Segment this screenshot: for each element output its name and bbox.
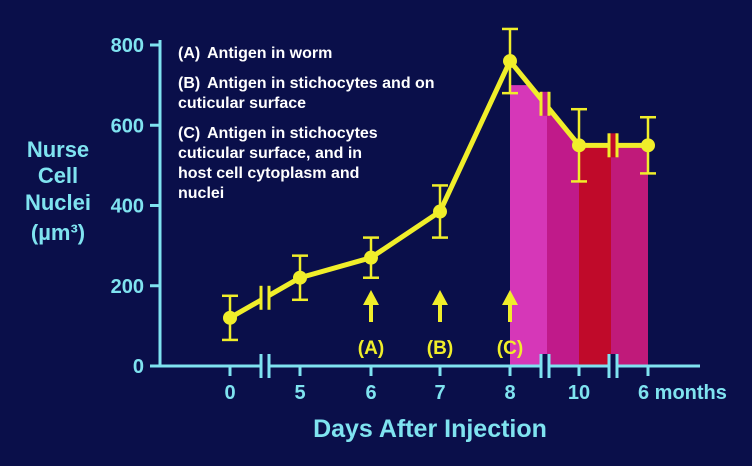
x-tick-label-7: 7 bbox=[434, 382, 445, 404]
y-tick-label-600: 600 bbox=[111, 115, 144, 137]
marker-arrowhead bbox=[502, 290, 518, 305]
x-tick-label-6: 6 bbox=[365, 382, 376, 404]
x-tick-label-6-months: 6 months bbox=[638, 382, 727, 404]
ylabel-line-1: Nurse bbox=[27, 137, 89, 162]
y-tick-label-0: 0 bbox=[133, 356, 144, 378]
x-tick-label-0: 0 bbox=[224, 382, 235, 404]
data-point-8 bbox=[503, 54, 517, 69]
y-tick-label-200: 200 bbox=[111, 276, 144, 298]
marker-label-A: (A) bbox=[358, 338, 384, 359]
legend-key-A: (A) bbox=[178, 45, 200, 62]
xlabel: Days After Injection bbox=[313, 415, 547, 443]
ylabel-line-3: Nuclei bbox=[25, 190, 91, 215]
y-tick-label-800: 800 bbox=[111, 35, 144, 57]
line-break-gap-2 bbox=[541, 91, 549, 116]
data-point-6-months bbox=[641, 138, 655, 153]
x-axis-break-gap-2 bbox=[541, 354, 549, 378]
line-break-gap-3 bbox=[609, 133, 617, 158]
legend-text: host cell cytoplasm and bbox=[178, 165, 359, 182]
legend-text: Antigen in worm bbox=[207, 45, 332, 62]
x-axis-break-gap-3 bbox=[609, 354, 617, 378]
legend-key-C: (C) bbox=[178, 125, 200, 142]
legend-text: cuticular surface, and in bbox=[178, 145, 362, 162]
marker-label-B: (B) bbox=[427, 338, 453, 359]
y-tick-label-400: 400 bbox=[111, 196, 144, 218]
marker-label-C: (C) bbox=[497, 338, 523, 359]
x-tick-label-5: 5 bbox=[294, 382, 305, 404]
legend-text: Antigen in stichocytes and on bbox=[207, 75, 435, 92]
marker-arrowhead bbox=[363, 290, 379, 305]
data-point-0 bbox=[223, 310, 237, 325]
legend-key-B: (B) bbox=[178, 75, 200, 92]
x-tick-label-8: 8 bbox=[504, 382, 515, 404]
shaded-region-1 bbox=[510, 85, 547, 366]
legend-text: cuticular surface bbox=[178, 95, 306, 112]
marker-arrowhead bbox=[432, 290, 448, 305]
data-point-5 bbox=[293, 270, 307, 285]
data-point-7 bbox=[433, 204, 447, 219]
ylabel-unit: (µm³) bbox=[31, 220, 85, 245]
data-point-10 bbox=[572, 138, 586, 153]
line-break-gap-1 bbox=[261, 285, 269, 310]
x-axis-break-gap-1 bbox=[261, 354, 269, 378]
ylabel-line-2: Cell bbox=[38, 163, 78, 188]
shaded-region-mask bbox=[505, 40, 655, 146]
legend-text: nuclei bbox=[178, 185, 224, 202]
legend-text: Antigen in stichocytes bbox=[207, 125, 378, 142]
data-point-6 bbox=[364, 250, 378, 265]
x-tick-label-10: 10 bbox=[568, 382, 590, 404]
